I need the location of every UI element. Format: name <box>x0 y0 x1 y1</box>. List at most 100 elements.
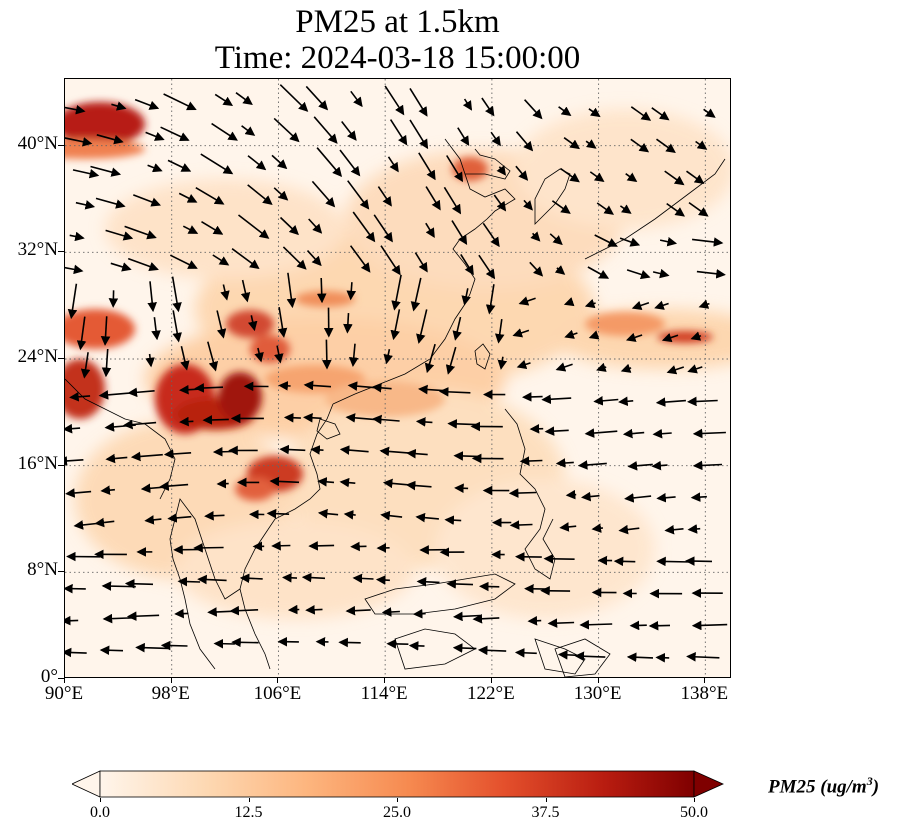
wind-arrow <box>65 137 93 147</box>
wind-arrow <box>111 101 127 111</box>
wind-arrow <box>656 492 676 503</box>
wind-arrow <box>145 353 155 368</box>
wind-arrow <box>648 620 671 631</box>
wind-arrow <box>204 511 225 521</box>
wind-arrow <box>69 231 85 242</box>
wind-arrow <box>408 641 425 651</box>
wind-arrow <box>238 214 270 239</box>
y-tick-mark <box>58 571 64 573</box>
wind-arrow <box>95 197 126 209</box>
wind-arrow <box>453 611 481 622</box>
wind-arrow <box>626 652 654 663</box>
wind-arrow <box>390 309 401 341</box>
wind-arrow <box>472 613 500 624</box>
wind-arrow <box>593 396 619 406</box>
wind-arrow <box>596 362 607 372</box>
x-tick-label: 138°E <box>680 683 729 704</box>
wind-arrow <box>254 347 264 363</box>
map-canvas <box>65 79 730 677</box>
wind-arrow <box>664 170 685 186</box>
wind-arrow <box>514 648 537 658</box>
wind-arrow <box>305 85 329 111</box>
wind-arrow <box>462 98 473 111</box>
wind-arrow <box>65 104 86 115</box>
wind-arrow <box>306 250 322 267</box>
wind-arrow <box>530 231 541 242</box>
wind-arrow <box>512 328 530 338</box>
wind-arrow <box>273 187 289 201</box>
wind-arrow <box>339 445 369 455</box>
wind-arrow <box>589 171 605 183</box>
wind-arrow <box>65 456 84 466</box>
wind-arrow <box>555 362 573 372</box>
wind-arrow <box>220 284 230 301</box>
wind-arrow <box>515 131 534 152</box>
wind-arrow <box>372 414 400 425</box>
wind-arrow <box>127 387 155 398</box>
wind-arrow <box>619 204 632 214</box>
wind-arrow <box>453 451 481 461</box>
wind-arrow <box>193 543 224 553</box>
wind-arrow <box>179 416 194 427</box>
wind-arrow <box>687 364 703 374</box>
wind-arrow <box>654 300 669 310</box>
wind-arrow <box>494 318 505 344</box>
wind-arrow <box>151 317 161 341</box>
wind-arrow <box>618 524 640 535</box>
wind-arrow <box>527 616 542 626</box>
wind-arrow <box>124 225 157 240</box>
wind-arrow <box>346 282 357 301</box>
wind-arrow <box>101 348 112 378</box>
wind-arrow <box>305 604 323 615</box>
wind-arrow <box>579 619 613 630</box>
x-tick-label: 90°E <box>44 683 84 704</box>
wind-arrow <box>477 645 507 656</box>
wind-arrow <box>381 607 400 617</box>
wind-arrow <box>350 90 363 108</box>
wind-arrow <box>271 540 291 551</box>
wind-arrow <box>690 492 707 502</box>
x-tick-mark <box>704 678 706 683</box>
wind-arrow <box>438 387 471 397</box>
wind-arrow <box>509 520 533 530</box>
wind-arrow <box>406 448 428 459</box>
wind-arrow <box>135 642 169 653</box>
wind-arrow <box>269 476 300 487</box>
wind-arrow <box>588 107 601 118</box>
wind-arrow <box>415 512 439 523</box>
wind-arrow <box>555 458 574 468</box>
colorbar-tick-label: 50.0 <box>680 804 708 821</box>
wind-arrow <box>317 508 339 519</box>
wind-arrow <box>277 306 288 338</box>
x-tick-mark <box>277 678 279 683</box>
wind-arrow <box>96 134 124 145</box>
wind-arrow <box>549 233 563 246</box>
y-tick-label: 0° <box>40 666 58 687</box>
wind-arrow <box>563 297 575 307</box>
wind-arrow <box>651 460 668 471</box>
y-tick-label: 40°N <box>17 132 58 154</box>
wind-arrow <box>179 384 200 395</box>
y-tick-mark <box>58 144 64 146</box>
wind-arrow <box>690 331 702 341</box>
wind-arrow <box>266 508 290 519</box>
wind-arrow <box>620 363 632 373</box>
wind-arrow <box>229 605 259 616</box>
wind-arrow <box>172 310 182 343</box>
wind-arrow <box>169 254 198 269</box>
wind-arrow <box>624 493 652 503</box>
wind-arrow <box>446 579 474 589</box>
wind-arrow <box>584 298 596 309</box>
wind-arrow <box>560 167 580 183</box>
wind-arrow <box>447 419 480 429</box>
wind-arrow <box>90 165 122 177</box>
wind-arrow <box>65 488 92 498</box>
wind-arrow <box>629 620 647 631</box>
wind-arrow <box>343 313 353 334</box>
x-tick-mark <box>597 678 599 683</box>
wind-arrow <box>352 211 376 243</box>
colorbar-extend-min <box>72 770 101 798</box>
x-tick-mark <box>490 678 492 683</box>
wind-arrow <box>104 422 136 432</box>
wind-arrow <box>308 218 323 234</box>
